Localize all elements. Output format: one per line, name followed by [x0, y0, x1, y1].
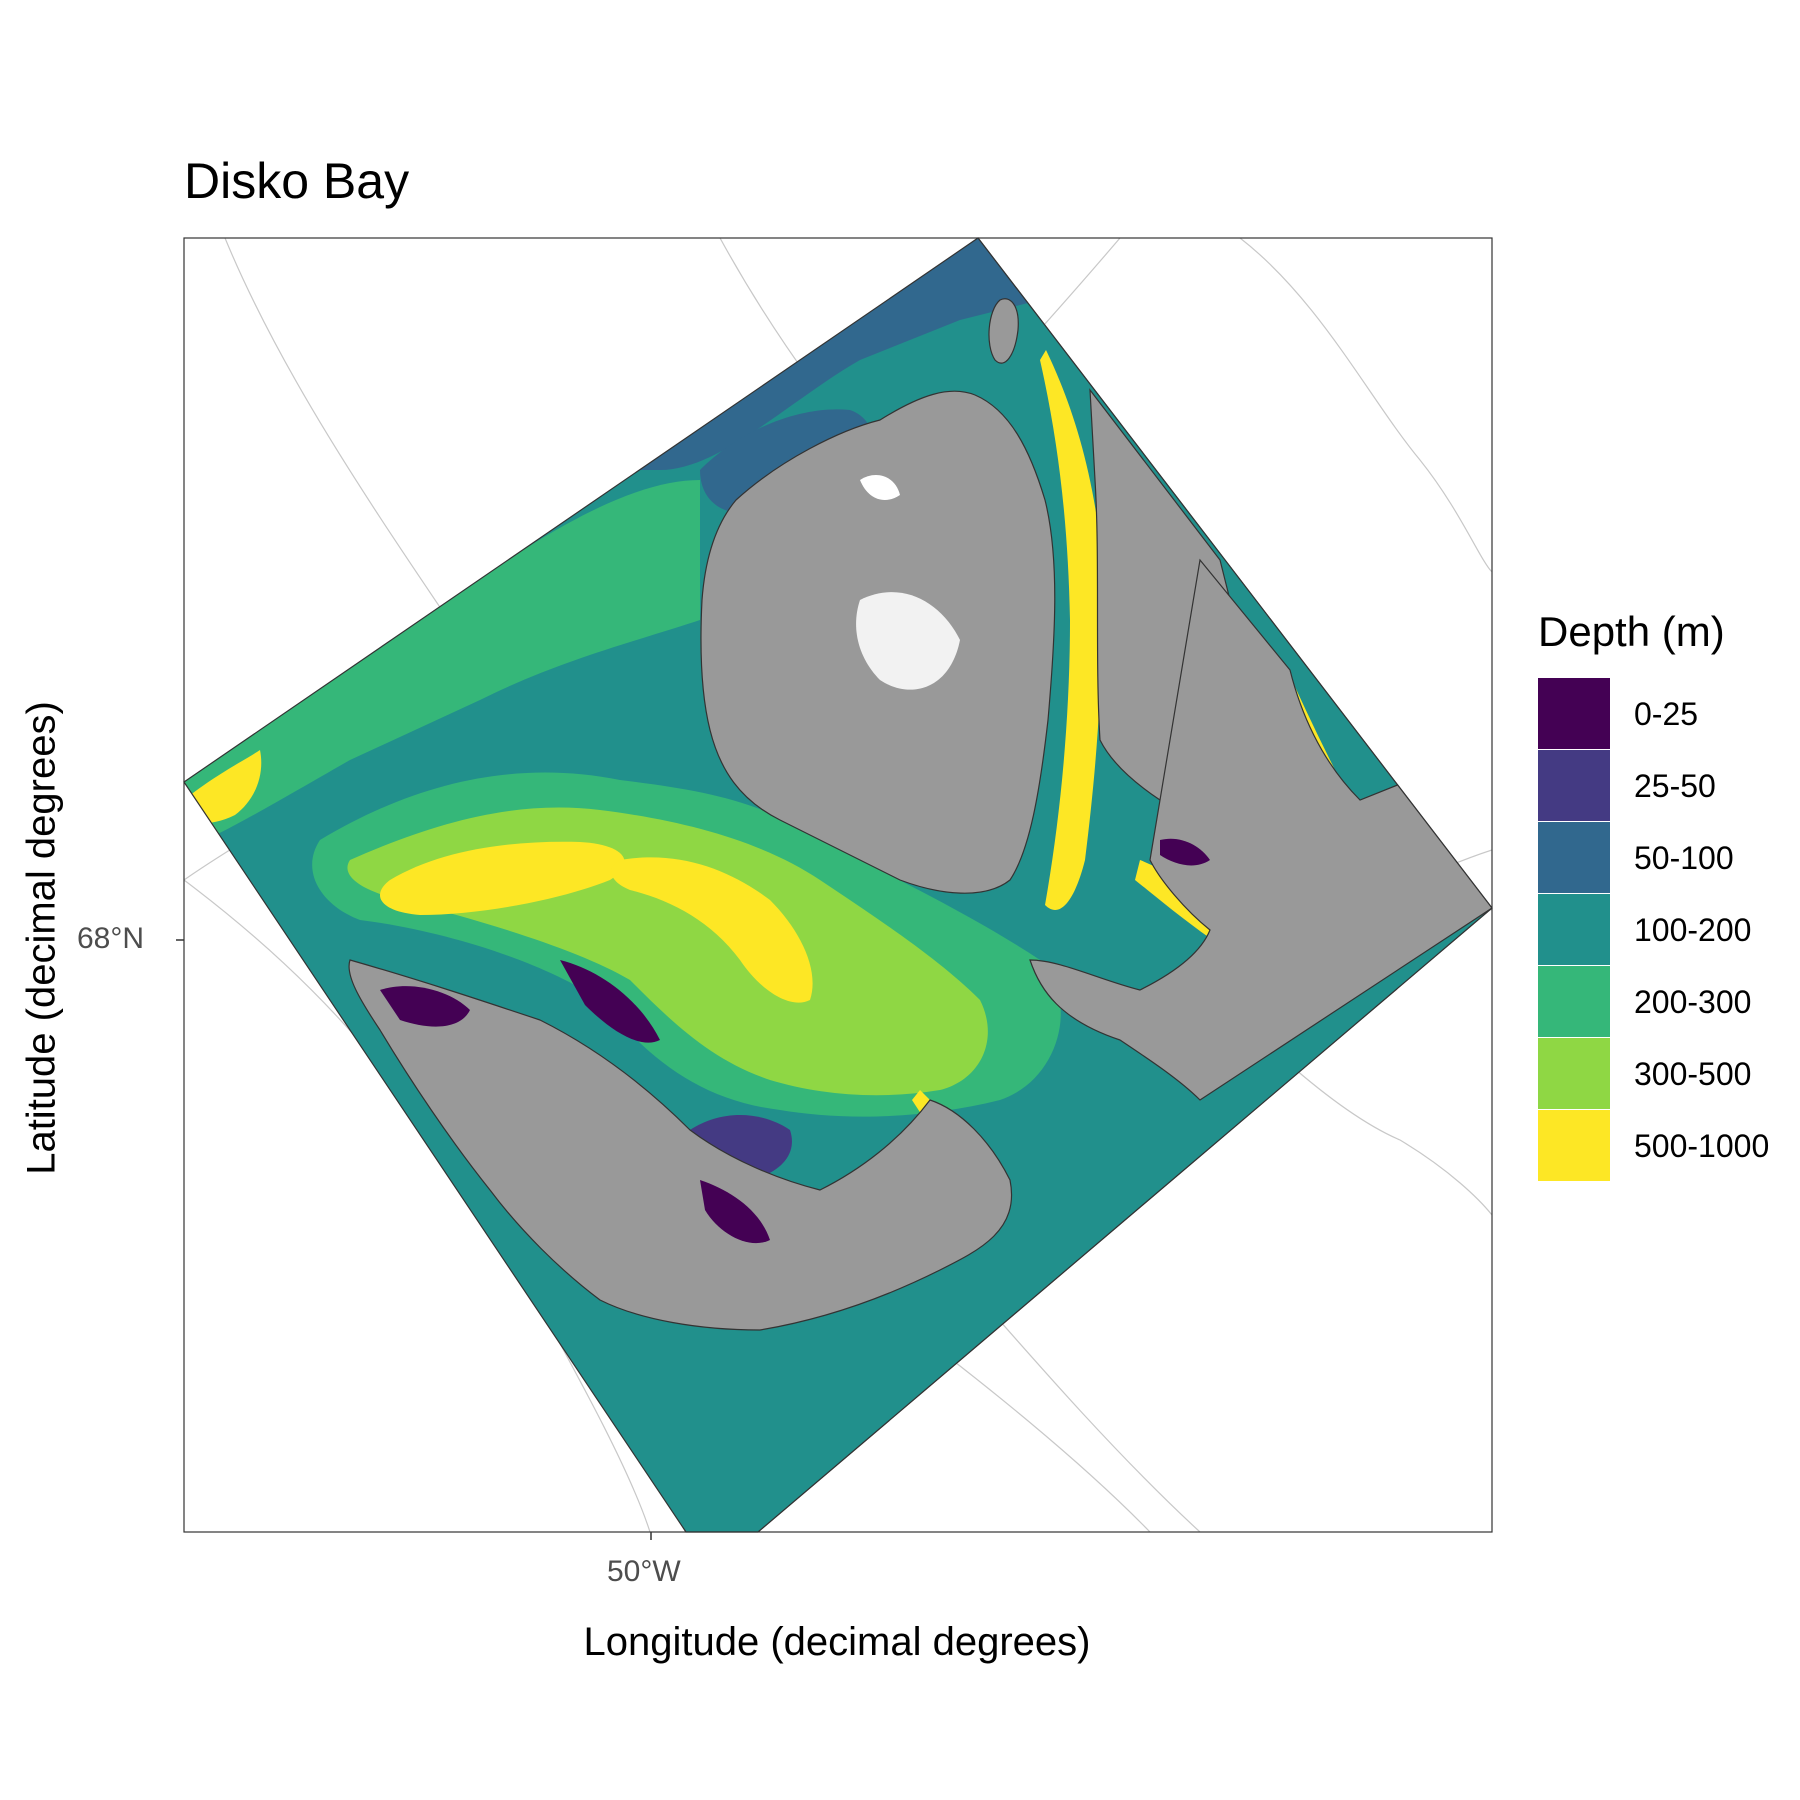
graticule-line	[1239, 238, 1492, 573]
domain-outline	[183, 237, 1493, 1533]
legend-item: 0-25	[1538, 678, 1725, 750]
legend: Depth (m) 0-25 25-50 50-100 100-200 200-…	[1538, 608, 1769, 1182]
depth-0-25-south-coast	[380, 986, 470, 1027]
depth-0-25-south-coast	[560, 960, 660, 1043]
ice-cap-disko	[860, 475, 900, 500]
legend-label: 300-500	[1634, 1056, 1752, 1092]
legend-swatch	[1538, 894, 1610, 965]
legend-swatch	[1538, 1038, 1610, 1109]
legend-swatch	[1538, 750, 1610, 821]
legend-item: 500-1000	[1538, 1110, 1769, 1182]
legend-label: 0-25	[1634, 696, 1699, 732]
depth-500-1000-trough-central	[611, 857, 813, 1003]
legend-swatch	[1538, 678, 1610, 749]
panel-border	[183, 237, 1493, 1533]
legend-title: Depth (m)	[1538, 608, 1725, 655]
small-island-north	[988, 298, 1019, 364]
legend-label: 100-200	[1634, 912, 1752, 948]
legend-swatch	[1538, 822, 1610, 893]
legend-swatch	[1538, 1110, 1610, 1181]
depth-200-300-outer-shelf	[184, 480, 700, 850]
x-axis-title: Longitude (decimal degrees)	[583, 1620, 1091, 1664]
legend-item: 200-300	[1538, 966, 1751, 1038]
legend-item: 50-100	[1538, 822, 1734, 894]
plot-title: Disko Bay	[184, 153, 410, 209]
legend-label: 25-50	[1634, 768, 1716, 804]
legend-label: 200-300	[1634, 984, 1752, 1020]
legend-label: 500-1000	[1634, 1128, 1770, 1164]
legend-label: 50-100	[1634, 840, 1734, 876]
mainland-south	[348, 959, 1013, 1331]
legend-items: 0-25 25-50 50-100 100-200 200-300 300-50…	[1538, 678, 1769, 1182]
mainland-east	[1029, 558, 1492, 1101]
y-tick-label-68n: 68°N	[77, 922, 145, 955]
depth-0-25-south-bay	[700, 1180, 770, 1244]
legend-item: 100-200	[1538, 894, 1751, 966]
depth-500-1000-trough-west	[380, 841, 625, 915]
x-tick-label-50w: 50°W	[607, 1555, 681, 1588]
depth-500-1000-west-edge	[184, 750, 262, 824]
legend-item: 25-50	[1538, 750, 1725, 822]
legend-item: 300-500	[1538, 1038, 1751, 1110]
shallow-patches	[380, 475, 1210, 1244]
legend-swatch	[1538, 966, 1610, 1037]
ice-cap-disko	[856, 592, 960, 690]
depth-500-1000-vaigat-strait	[1040, 350, 1102, 910]
depth-0-25-east	[1160, 838, 1210, 866]
